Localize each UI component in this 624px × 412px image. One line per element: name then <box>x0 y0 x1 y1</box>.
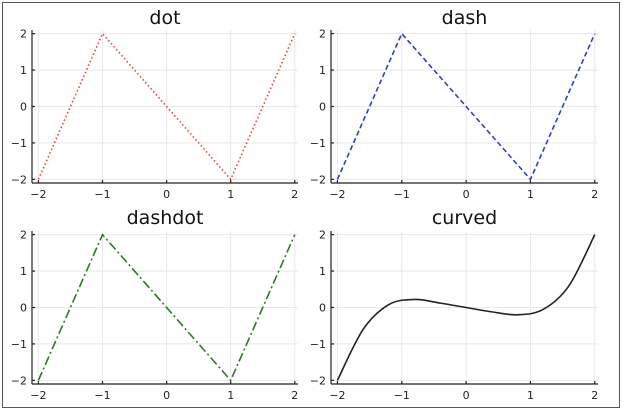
y-tick-label: 2 <box>319 28 326 41</box>
x-tick-label: 1 <box>527 389 534 402</box>
y-tick-label: −1 <box>310 137 326 150</box>
y-tick-label: 2 <box>20 229 27 242</box>
x-tick-label: −2 <box>329 188 345 201</box>
subplot-4: −2 −1 0 1 2 2 1 0 −1 −2 curved <box>310 207 599 402</box>
x-tick-label: 0 <box>463 389 470 402</box>
x-tick-label: 2 <box>591 188 598 201</box>
y-tick-label: 0 <box>20 101 27 114</box>
x-tick-label: 0 <box>163 188 170 201</box>
series-line <box>37 233 296 382</box>
y-tick-label: 0 <box>20 302 27 315</box>
subplot-title: dash <box>442 7 488 29</box>
y-tick-label: −2 <box>310 374 326 387</box>
y-tick-label: 1 <box>20 265 27 278</box>
x-tick-label: 0 <box>163 389 170 402</box>
x-tick-label: 2 <box>591 389 598 402</box>
x-tick-label: −2 <box>329 389 345 402</box>
x-tick-label: −2 <box>30 188 46 201</box>
subplot-3: −2 −1 0 1 2 2 1 0 −1 −2 dashdot <box>11 207 299 402</box>
y-tick-label: −1 <box>11 137 27 150</box>
series-line <box>336 234 596 381</box>
y-tick-label: 1 <box>319 265 326 278</box>
x-tick-label: −1 <box>94 389 110 402</box>
y-tick-label: 0 <box>319 101 326 114</box>
y-tick-label: 1 <box>319 64 326 77</box>
series-line <box>37 32 296 181</box>
y-tick-label: 2 <box>319 229 326 242</box>
y-tick-label: −2 <box>11 374 27 387</box>
subplot-title: curved <box>432 207 497 229</box>
y-tick-label: −2 <box>11 173 27 186</box>
x-tick-label: 1 <box>227 188 234 201</box>
x-tick-label: −1 <box>394 389 410 402</box>
x-tick-label: −1 <box>94 188 110 201</box>
subplot-title: dashdot <box>127 207 204 229</box>
x-tick-label: −2 <box>30 389 46 402</box>
y-tick-label: 2 <box>20 28 27 41</box>
y-tick-label: 1 <box>20 64 27 77</box>
y-tick-label: −1 <box>310 338 326 351</box>
x-tick-label: 1 <box>527 188 534 201</box>
subplot-2: −2 −1 0 1 2 2 1 0 −1 −2 dash <box>310 7 599 201</box>
x-tick-label: −1 <box>394 188 410 201</box>
x-tick-label: 2 <box>291 389 298 402</box>
x-tick-label: 0 <box>463 188 470 201</box>
x-tick-label: 2 <box>291 188 298 201</box>
subplot-1: −2 −1 0 1 2 2 1 0 −1 −2 dot <box>11 7 299 201</box>
subplot-title: dot <box>149 7 180 29</box>
series-line <box>336 32 596 181</box>
y-tick-label: −1 <box>11 338 27 351</box>
y-tick-label: −2 <box>310 173 326 186</box>
y-tick-label: 0 <box>319 302 326 315</box>
x-tick-label: 1 <box>227 389 234 402</box>
